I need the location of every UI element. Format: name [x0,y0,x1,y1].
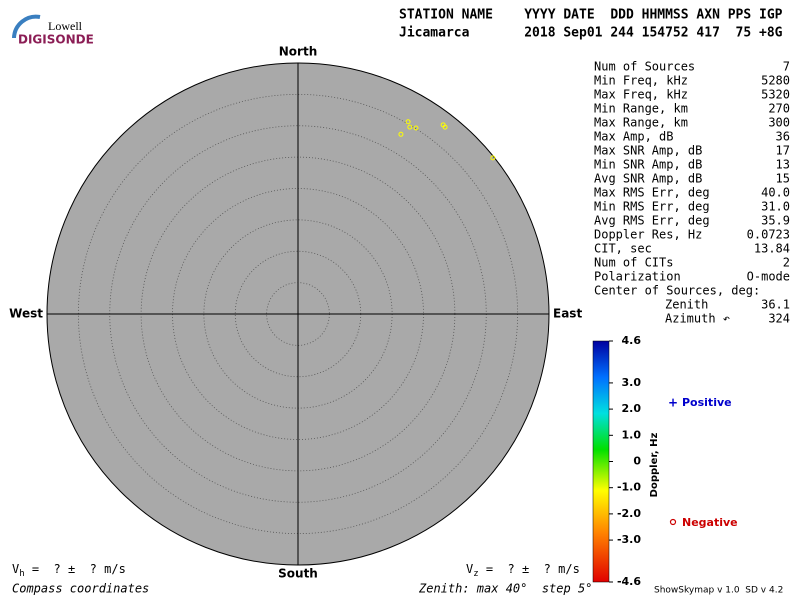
stat-label: Num of CITs [594,256,673,270]
center-value: 36.1 [761,298,790,312]
center-value: 324 [768,312,790,326]
south-label: South [278,567,318,581]
source-point [413,125,419,131]
source-point [407,124,413,130]
stat-label: Max Amp, dB [594,130,673,144]
vz-text: Vz = ? ± ? m/s [466,562,580,579]
east-label: East [553,307,582,321]
source-point [442,124,448,130]
stat-label: Avg SNR Amp, dB [594,172,702,186]
logo-top: Lowell [48,19,83,33]
stat-label: Max Range, km [594,116,688,130]
north-label: North [279,45,317,59]
stat-value: 13 [776,158,790,172]
negative-symbol [669,518,677,526]
center-title: Center of Sources, deg: [594,284,760,298]
negative-label: Negative [682,516,738,529]
logo-swoosh [12,14,41,39]
stat-value: 35.9 [761,214,790,228]
colorbar-tick-label: 2.0 [622,402,642,415]
stat-value: 5320 [761,88,790,102]
stat-value: 0.0723 [747,228,790,242]
stat-value: 2 [783,256,790,270]
stat-label: Min RMS Err, deg [594,200,710,214]
source-point [398,131,404,137]
stat-value: 13.84 [754,242,790,256]
stat-label: Doppler Res, Hz [594,228,702,242]
stat-label: Avg RMS Err, deg [594,214,710,228]
note-right: Zenith: max 40° step 5° [418,582,592,596]
center-label: Azimuth ↶ [665,312,730,326]
stat-value: O-mode [747,270,790,284]
stat-label: Max RMS Err, deg [594,186,710,200]
colorbar-tick-label: 0 [633,455,641,468]
source-point [490,155,496,161]
stat-value: 7 [783,60,790,74]
stat-label: Num of Sources [594,60,695,74]
stat-value: 270 [768,102,790,116]
stat-label: Polarization [594,270,681,284]
colorbar-tick-label: 1.0 [622,428,642,441]
colorbar-tick-label: -1.0 [617,481,641,494]
source-point [405,119,411,125]
stat-label: CIT, sec [594,242,652,256]
center-label: Zenith [665,298,708,312]
colorbar-tick-label: -2.0 [617,507,641,520]
stat-value: 17 [776,144,790,158]
vh-text: Vh = ? ± ? m/s [12,562,126,579]
colorbar-tick-label: -3.0 [617,533,641,546]
stat-value: 15 [776,172,790,186]
colorbar [592,340,610,583]
positive-label: Positive [682,396,732,409]
stat-label: Min Range, km [594,102,688,116]
stat-label: Max Freq, kHz [594,88,688,102]
stat-label: Min SNR Amp, dB [594,158,702,172]
stat-value: 5280 [761,74,790,88]
positive-symbol: + [668,396,678,410]
footer: ShowSkymap v 1.0 SD v 4.2 [654,586,783,596]
header-values: Jicamarca 2018 Sep01 244 154752 417 75 +… [399,26,783,41]
colorbar-label: Doppler, Hz [649,433,660,498]
colorbar-tick-label: -4.6 [617,575,641,588]
west-label: West [9,307,43,321]
note-left: Compass coordinates [12,582,149,596]
colorbar-tick-label: 4.6 [622,334,642,347]
stat-label: Min Freq, kHz [594,74,688,88]
stat-value: 300 [768,116,790,130]
colorbar-tick-label: 3.0 [622,376,642,389]
logo-bottom: DIGISONDE [18,33,94,47]
stat-value: 40.0 [761,186,790,200]
stat-value: 31.0 [761,200,790,214]
stat-label: Max SNR Amp, dB [594,144,702,158]
header-labels: STATION NAME YYYY DATE DDD HHMMSS AXN PP… [399,8,783,23]
stat-value: 36 [776,130,790,144]
